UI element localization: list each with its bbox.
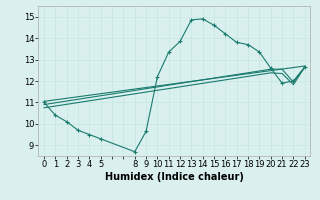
X-axis label: Humidex (Indice chaleur): Humidex (Indice chaleur) (105, 172, 244, 182)
